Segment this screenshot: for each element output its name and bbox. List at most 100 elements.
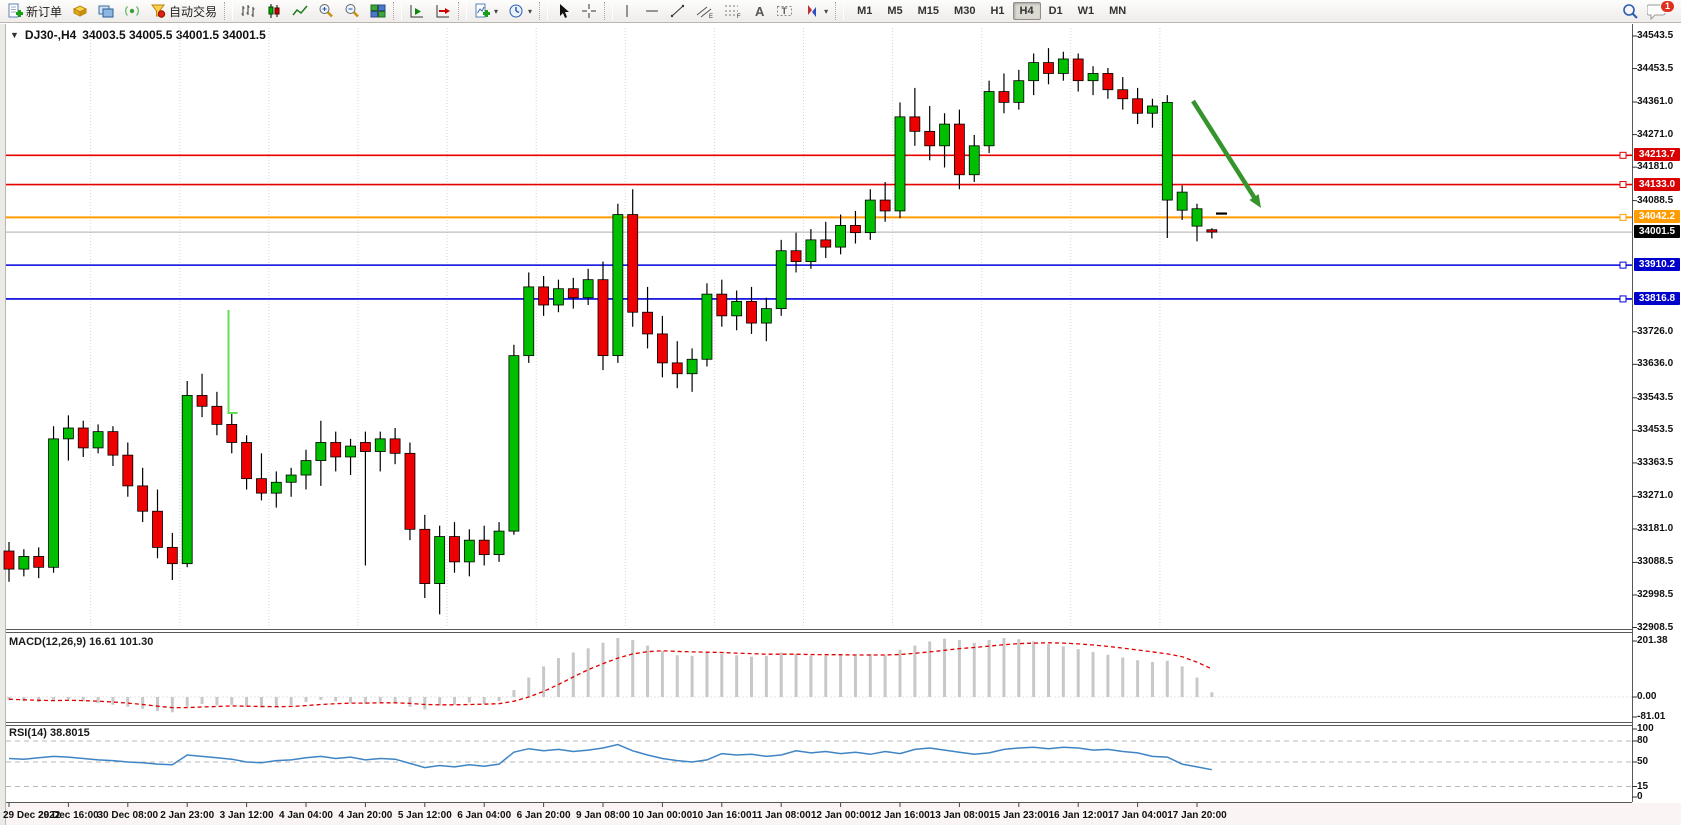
new-order-icon (8, 3, 23, 18)
candle-body (63, 427, 74, 440)
candle-body (879, 199, 891, 212)
crosshair-tool-button[interactable] (576, 1, 602, 21)
candle-body (686, 358, 698, 375)
candle-body (746, 300, 757, 324)
zoom-in-button[interactable] (313, 1, 339, 21)
timeframe-button-M15[interactable]: M15 (917, 5, 940, 17)
candle-body (627, 214, 639, 313)
date-tick-label: 29 Dec 16:00 (38, 810, 99, 821)
level-handle[interactable] (1619, 151, 1627, 159)
candle-body (894, 116, 906, 212)
price-tick-label: 32908.5 (1637, 621, 1674, 633)
auto-scroll-button[interactable] (404, 1, 430, 21)
candle-body (968, 145, 980, 176)
candle-body (612, 214, 624, 357)
price-tick-label: 34181.0 (1637, 161, 1674, 173)
date-tick-label: 4 Jan 04:00 (279, 810, 333, 821)
timeframe-button-MN[interactable]: MN (1109, 5, 1127, 17)
market-watch-button[interactable] (67, 1, 93, 21)
price-tick-label: 34088.5 (1637, 194, 1674, 206)
pane-separator[interactable] (6, 722, 1632, 723)
horizontal-line-tool-button[interactable] (639, 1, 665, 21)
timeframe-button-M1[interactable]: M1 (857, 5, 873, 17)
new-chart-button[interactable]: ▾ (469, 1, 503, 21)
date-tick-label: 15 Jan 23:00 (989, 810, 1049, 821)
zoom-out-button[interactable] (339, 1, 365, 21)
candle-body (1102, 73, 1114, 91)
timeframe-button-H4[interactable]: H4 (1012, 2, 1041, 20)
autotrade-button[interactable]: 自动交易 (145, 1, 222, 21)
timeframe-button-M5[interactable]: M5 (887, 5, 903, 17)
chart-plot (3, 28, 1637, 807)
candle-body (790, 250, 802, 262)
date-tick-label: 3 Jan 12:00 (219, 810, 274, 821)
level-handle[interactable] (1619, 213, 1627, 221)
drawn-arrow-head[interactable] (1249, 194, 1261, 208)
navigator-button[interactable] (93, 1, 119, 21)
toolbar-separator (604, 2, 614, 20)
tile-windows-button[interactable] (365, 1, 391, 21)
candle-body (909, 116, 921, 132)
candle-body (939, 123, 950, 147)
candle-body (983, 91, 995, 147)
timeframe-button-H1[interactable]: H1 (990, 5, 1005, 17)
text-label-tool-button[interactable]: T (771, 1, 799, 21)
candle-body (345, 445, 356, 458)
level-handle[interactable] (1619, 261, 1627, 269)
rsi-axis-label: 100 (1637, 723, 1654, 734)
candle-body (211, 405, 223, 425)
pane-separator (6, 802, 1632, 803)
chart-shift-button[interactable] (430, 1, 456, 21)
candle-body (315, 442, 327, 461)
candle-body (434, 536, 446, 584)
bar-chart-icon (241, 5, 255, 17)
macd-indicator-label: MACD(12,26,9) 16.61 101.30 (9, 636, 154, 648)
current-price-badge: 34001.5 (1634, 225, 1680, 239)
text-tool-button[interactable]: A (747, 1, 771, 21)
candle-body (330, 442, 342, 458)
line-chart-button[interactable] (287, 1, 313, 21)
zoom-out-icon (345, 4, 359, 18)
text-icon: A (755, 4, 765, 19)
date-tick-label: 6 Jan 20:00 (516, 810, 571, 821)
fibonacci-tool-button[interactable]: F (719, 1, 747, 21)
pane-separator[interactable] (6, 629, 1632, 630)
vertical-line-icon (626, 5, 628, 17)
level-handle[interactable] (1619, 181, 1627, 189)
pane-separator[interactable] (6, 632, 1632, 633)
zoom-in-icon (319, 4, 333, 18)
periods-button[interactable]: ▾ (503, 1, 537, 21)
date-axis-strip (6, 803, 1681, 825)
level-handle[interactable] (1619, 295, 1627, 303)
trendline-tool-button[interactable] (665, 1, 691, 21)
price-tick-label: 33363.5 (1637, 456, 1674, 468)
pane-separator[interactable] (6, 725, 1632, 726)
drawn-arrow-line[interactable] (1191, 99, 1259, 202)
vertical-line-tool-button[interactable] (615, 1, 639, 21)
text-label-icon: T (777, 6, 793, 16)
candle-body (226, 423, 238, 443)
timeframe-button-W1[interactable]: W1 (1077, 5, 1095, 17)
search-icon[interactable] (1622, 3, 1639, 20)
toolbar-separator (835, 2, 845, 20)
candlestick-chart-button[interactable] (261, 1, 287, 21)
timeframe-button-D1[interactable]: D1 (1048, 5, 1063, 17)
candle-body (152, 510, 163, 548)
candle-body (1028, 62, 1040, 82)
candle-body (553, 288, 564, 306)
bar-chart-button[interactable] (235, 1, 261, 21)
collapse-toggle-icon[interactable]: ▼ (10, 30, 19, 40)
candle-body (463, 539, 475, 563)
timeframe-button-M30[interactable]: M30 (954, 5, 976, 17)
crosshair-icon (582, 4, 597, 18)
candle-body (760, 308, 772, 324)
arrows-shapes-icon (808, 5, 817, 17)
equidistant-channel-tool-button[interactable]: E (691, 1, 719, 21)
new-order-button[interactable]: 新订单 (2, 1, 67, 21)
cursor-tool-button[interactable] (550, 1, 576, 21)
chart-window[interactable]: ▼ DJ30-,H4 34003.5 34005.5 34001.5 34001… (0, 24, 1681, 825)
date-tick-label: 10 Jan 16:00 (692, 810, 752, 821)
signals-button[interactable] (119, 1, 145, 21)
arrows-tool-button[interactable]: ▾ (799, 1, 833, 21)
date-tick-label: 4 Jan 20:00 (338, 810, 393, 821)
